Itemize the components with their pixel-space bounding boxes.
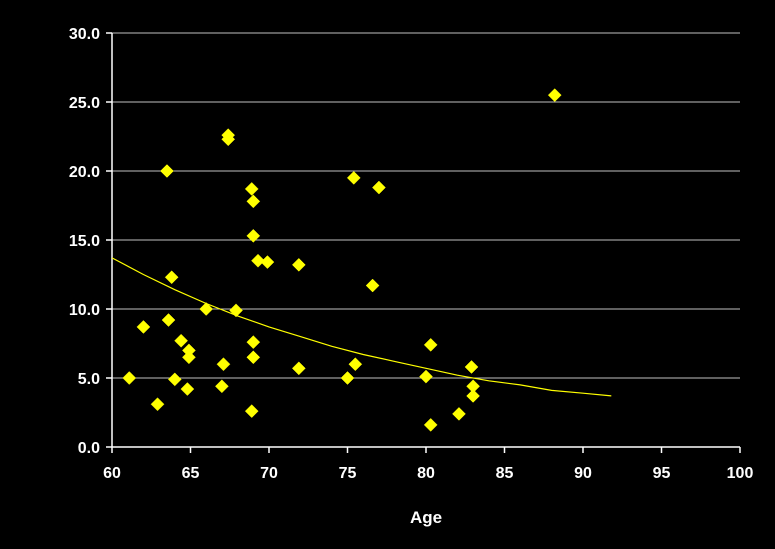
axes [106, 32, 741, 453]
data-point-4 [161, 313, 176, 327]
data-point-25 [291, 257, 306, 272]
data-point-28 [346, 171, 361, 185]
trendline [111, 257, 612, 397]
data-point-24 [260, 255, 275, 269]
data-point-2 [150, 397, 165, 412]
data-point-17 [244, 404, 259, 418]
data-point-26 [291, 361, 306, 376]
data-point-21 [246, 335, 261, 349]
x-tick-label-3: 75 [339, 465, 357, 482]
data-point-6 [167, 372, 182, 387]
x-tick-label-5: 85 [496, 465, 514, 482]
data-point-5 [164, 270, 179, 285]
data-point-3 [160, 164, 174, 178]
x-tick-label-4: 80 [417, 465, 435, 482]
data-point-33 [423, 338, 438, 352]
data-point-19 [246, 194, 261, 209]
x-tick-label-2: 70 [260, 465, 278, 482]
data-point-9 [182, 350, 196, 365]
data-point-38 [466, 389, 480, 403]
data-point-36 [464, 360, 479, 374]
data-point-11 [199, 302, 214, 316]
data-point-34 [423, 418, 438, 432]
data-point-8 [180, 382, 195, 396]
y-tick-label-0: 0.0 [78, 440, 100, 457]
data-point-20 [246, 229, 261, 243]
data-point-16 [229, 303, 243, 318]
y-tick-label-2: 10.0 [69, 302, 100, 319]
y-tick-label-6: 30.0 [69, 26, 100, 43]
data-point-30 [365, 278, 380, 293]
x-tick-label-6: 90 [574, 465, 592, 482]
x-tick-label-7: 95 [653, 465, 671, 482]
data-point-0 [122, 371, 137, 385]
data-point-15 [221, 132, 236, 147]
x-tick-label-8: 100 [727, 465, 754, 482]
x-tick-label-0: 60 [103, 465, 121, 482]
data-point-22 [246, 350, 261, 365]
y-tick-label-1: 5.0 [78, 371, 100, 388]
data-point-18 [244, 182, 259, 196]
tick-labels: 0.0 5.0 10.0 15.0 20.0 25.0 30.0 60 65 70 75 80 85 90… [69, 26, 754, 482]
data-points [122, 88, 562, 432]
x-axis-title: Age [410, 508, 442, 527]
data-point-10 [182, 343, 196, 358]
gridlines [112, 32, 740, 379]
data-point-12 [215, 379, 229, 394]
data-point-27 [340, 371, 355, 385]
y-tick-label-3: 15.0 [69, 233, 100, 250]
data-point-39 [547, 88, 562, 102]
data-point-7 [174, 333, 188, 348]
data-point-31 [372, 180, 386, 195]
data-point-13 [216, 357, 231, 372]
data-point-29 [348, 357, 363, 372]
x-tick-label-1: 65 [182, 465, 200, 482]
data-point-32 [419, 369, 433, 384]
data-point-23 [251, 253, 265, 268]
trendline-group [111, 257, 612, 397]
y-tick-label-5: 25.0 [69, 95, 100, 112]
data-point-35 [452, 407, 466, 421]
data-point-1 [136, 320, 151, 334]
y-tick-label-4: 20.0 [69, 164, 100, 181]
